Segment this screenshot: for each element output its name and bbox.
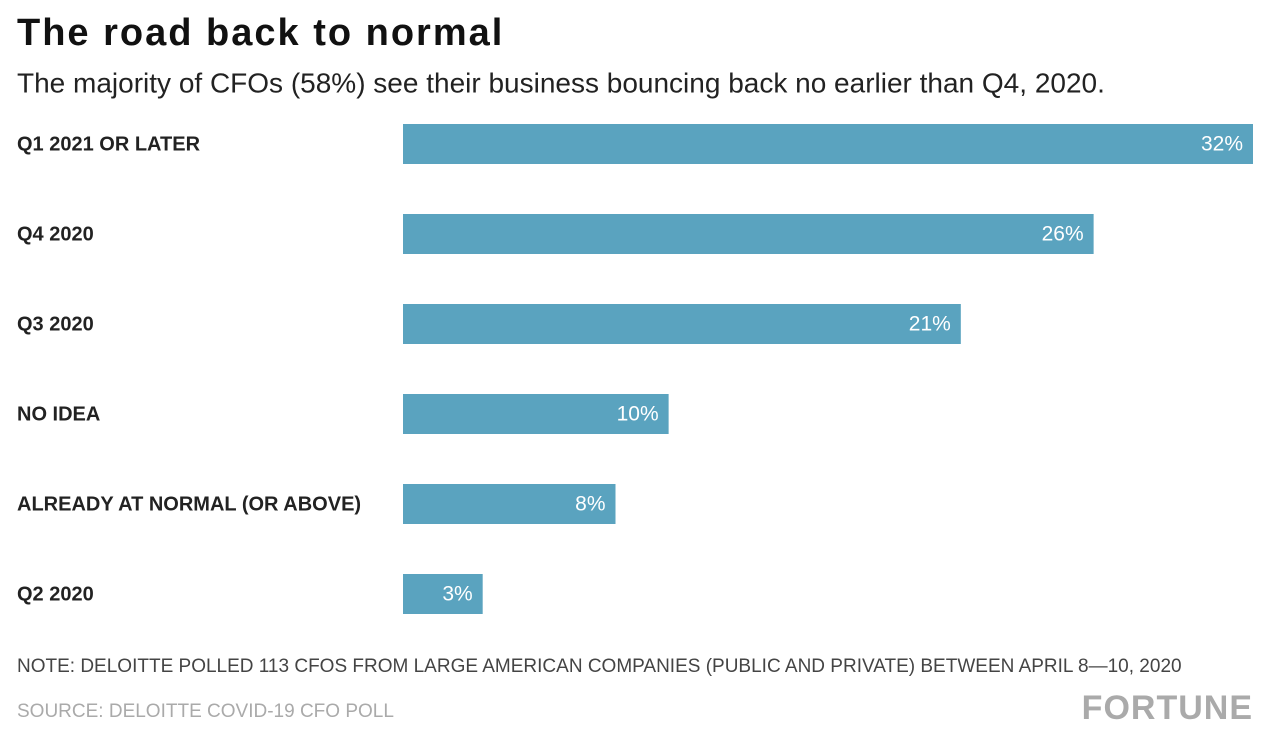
category-label: Q1 2021 OR LATER [17, 133, 201, 155]
bar [403, 124, 1253, 164]
chart-subtitle: The majority of CFOs (58%) see their bus… [17, 67, 1105, 98]
value-label: 10% [617, 403, 659, 426]
brand-logo: FORTUNE [1082, 689, 1253, 727]
category-label: Q2 2020 [17, 583, 94, 605]
note: NOTE: DELOITTE POLLED 113 CFOS FROM LARG… [17, 656, 1182, 677]
source: SOURCE: DELOITTE COVID-19 CFO POLL [17, 701, 394, 722]
bar [403, 304, 961, 344]
value-label: 8% [575, 493, 605, 516]
category-label: Q3 2020 [17, 313, 94, 335]
value-label: 26% [1042, 223, 1084, 246]
bar [403, 394, 669, 434]
value-label: 3% [442, 583, 472, 606]
category-label: Q4 2020 [17, 223, 94, 245]
bar [403, 574, 483, 614]
value-label: 21% [909, 313, 951, 336]
bar [403, 214, 1094, 254]
chart-title: The road back to normal [17, 12, 504, 54]
bar [403, 484, 616, 524]
category-label: ALREADY AT NORMAL (OR ABOVE) [17, 493, 361, 515]
category-label: NO IDEA [17, 403, 100, 425]
value-label: 32% [1201, 133, 1243, 156]
